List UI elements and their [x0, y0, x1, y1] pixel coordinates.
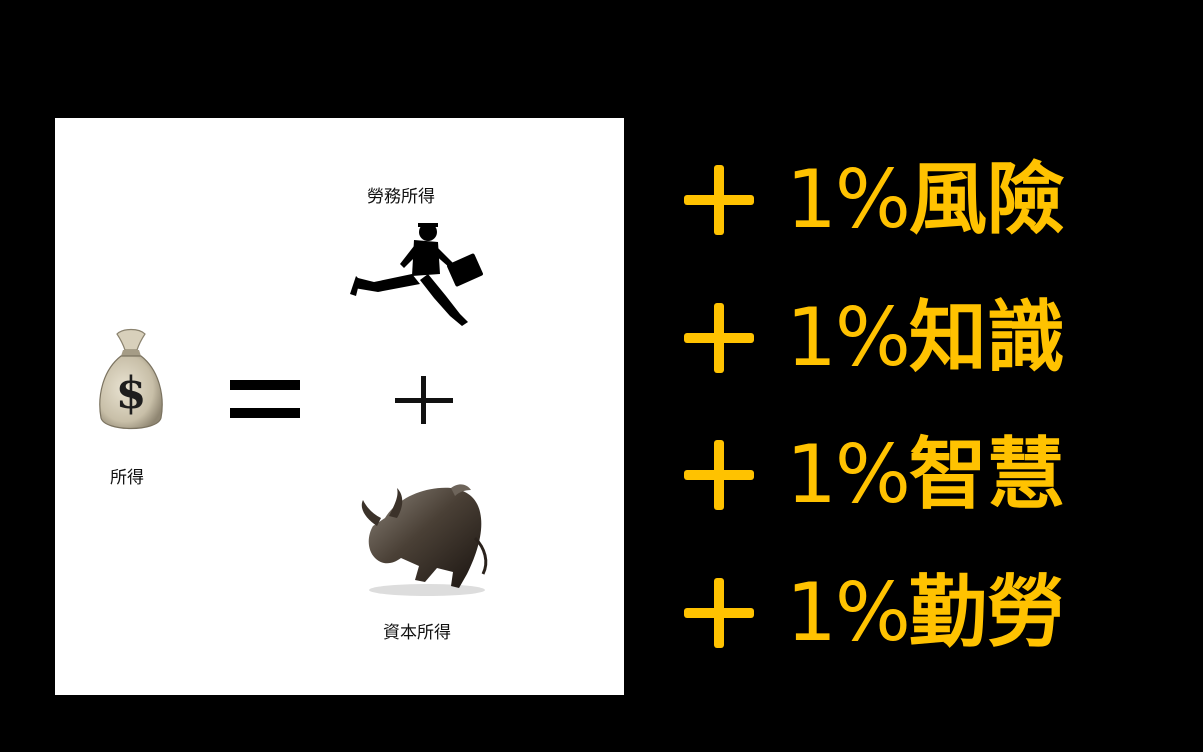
labor-income-label: 勞務所得: [367, 187, 435, 207]
income-diagram-slide: $ 所得 勞務所得: [55, 118, 624, 695]
list-item-percent: 1%: [786, 291, 911, 384]
plus-icon: [684, 440, 754, 510]
plus-icon: [684, 578, 754, 648]
list-item-percent: 1%: [786, 153, 911, 246]
list-item-risk: 1% 風險: [684, 150, 1065, 250]
businessman-running-icon: [350, 223, 483, 326]
list-item-percent: 1%: [786, 566, 911, 659]
money-bag-icon: $: [99, 328, 163, 430]
list-item-word: 智慧: [908, 430, 1065, 520]
plus-icon: [684, 165, 754, 235]
income-label: 所得: [110, 468, 144, 488]
svg-text:$: $: [116, 368, 147, 419]
plus-icon: [395, 376, 453, 424]
list-item-wisdom: 1% 智慧: [684, 425, 1065, 525]
bull-icon: [361, 484, 488, 596]
equals-icon: [230, 380, 300, 418]
list-item-word: 知識: [908, 293, 1065, 383]
list-item-knowledge: 1% 知識: [684, 288, 1065, 388]
list-item-percent: 1%: [786, 428, 911, 521]
list-item-word: 風險: [908, 155, 1065, 245]
list-item-diligence: 1% 勤勞: [684, 563, 1065, 663]
plus-icon: [684, 303, 754, 373]
capital-income-label: 資本所得: [383, 623, 451, 643]
list-item-word: 勤勞: [908, 568, 1065, 658]
